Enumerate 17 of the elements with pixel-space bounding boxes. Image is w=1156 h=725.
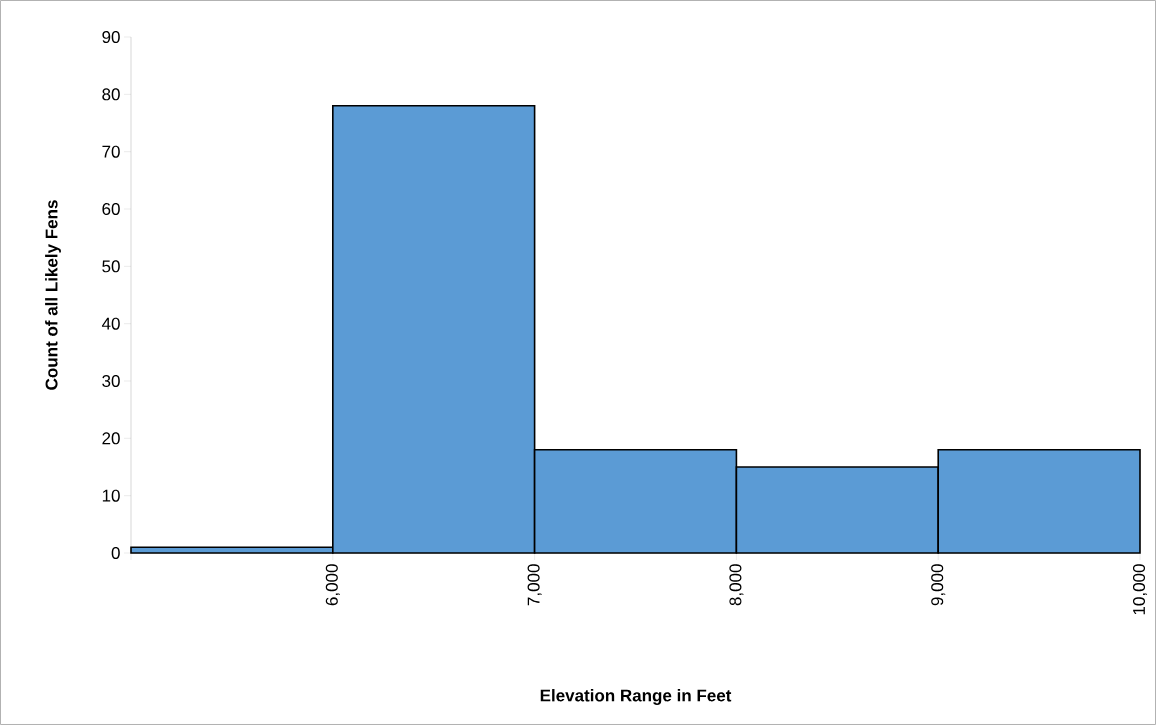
- x-tick-label: 6,000: [325, 564, 340, 606]
- y-tick-label: 40: [101, 317, 120, 330]
- y-tick-label: 50: [102, 260, 120, 273]
- y-tick-label: 10: [102, 489, 120, 502]
- y-tick-label: 0: [111, 546, 120, 560]
- x-tick-label: 9,000: [931, 564, 946, 606]
- y-axis-title: Count of all Likely Fens: [45, 200, 61, 390]
- y-tick-label: 30: [102, 374, 120, 388]
- y-tick-label: 20: [102, 432, 120, 445]
- y-tick-label: 80: [102, 88, 120, 101]
- x-tick-label: 10,000: [1132, 564, 1148, 615]
- x-tick-label: 8,000: [729, 564, 744, 606]
- y-tick-label: 90: [102, 30, 120, 44]
- y-tick-label: 60: [102, 202, 120, 216]
- x-tick-label: 7,000: [527, 564, 542, 606]
- x-axis-title: Elevation Range in Feet: [540, 689, 732, 705]
- y-tick-label: 70: [102, 145, 120, 158]
